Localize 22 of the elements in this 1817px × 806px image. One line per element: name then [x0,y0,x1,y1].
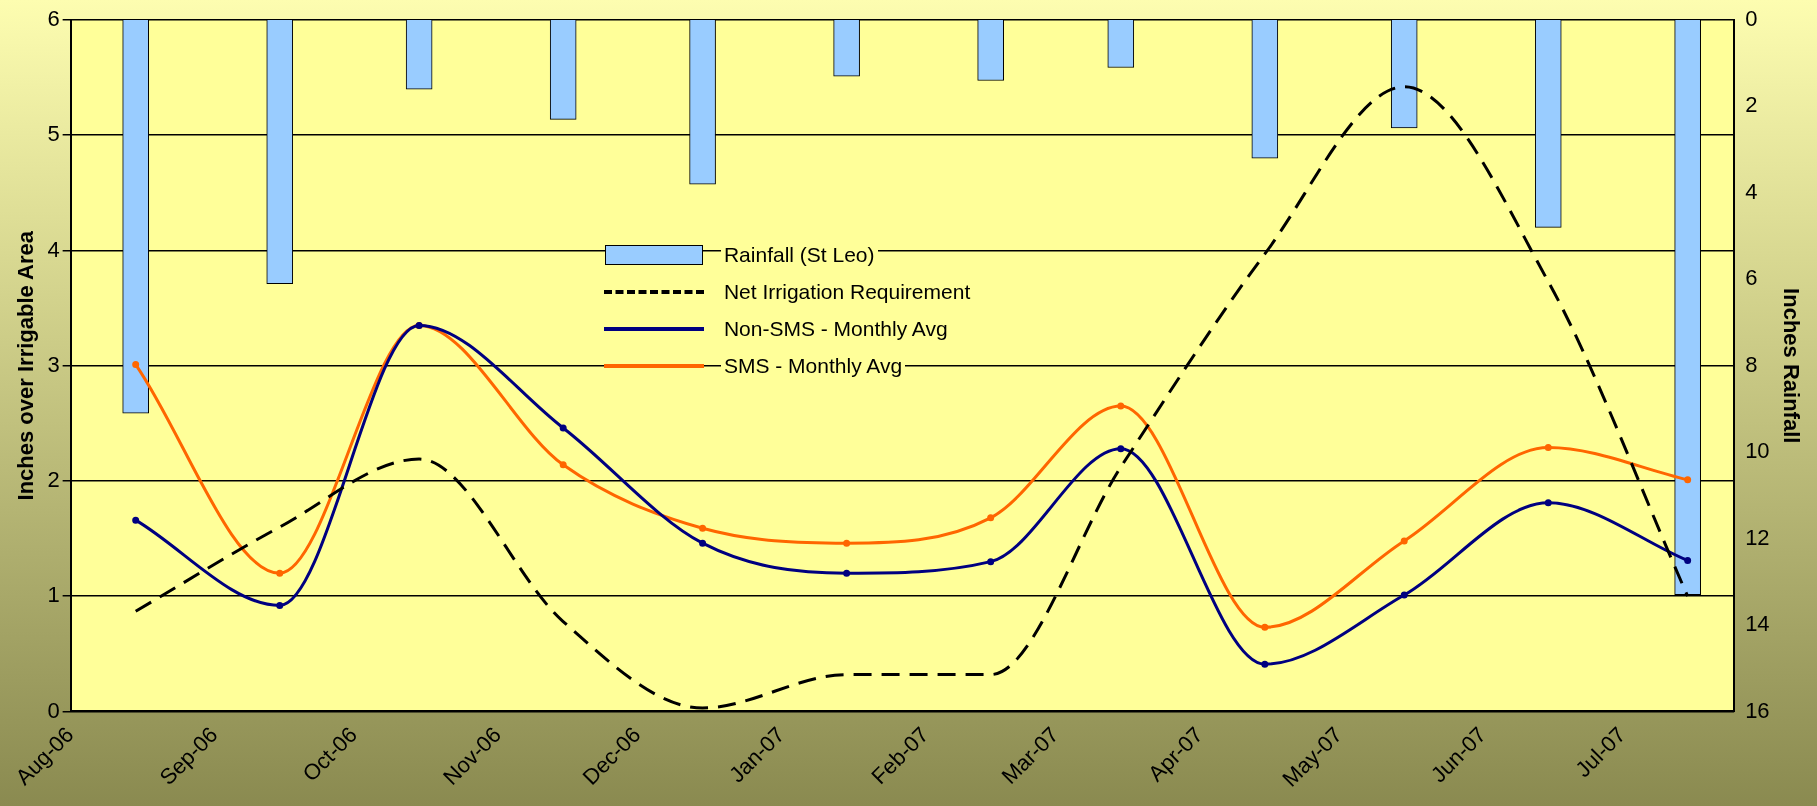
y2-tick-label: 10 [1745,438,1770,464]
y2-tick-label: 16 [1745,697,1770,723]
y-tick-label: 1 [47,582,60,608]
y2-tick-label: 0 [1745,6,1758,32]
legend-label: Rainfall (St Leo) [720,239,878,270]
y-tick-label: 3 [47,351,60,377]
y-tick-label: 0 [47,697,60,723]
y2-tick-label: 4 [1745,178,1758,204]
y-tick-label: 6 [47,6,60,32]
legend-label: Non-SMS - Monthly Avg [720,313,951,344]
y-tick-label: 2 [47,467,60,493]
y2-axis-title: Inches Rainfall [1778,288,1804,444]
legend-label: SMS - Monthly Avg [720,350,906,381]
y2-tick-label: 14 [1745,611,1770,637]
y2-tick-label: 6 [1745,265,1758,291]
y2-tick-label: 8 [1745,351,1758,377]
y2-tick-label: 12 [1745,524,1770,550]
y-tick-label: 5 [47,121,60,147]
y-axis-title: Inches over Irrigable Area [13,230,39,501]
y2-tick-label: 2 [1745,92,1758,118]
y-tick-label: 4 [47,236,60,262]
legend-label: Net Irrigation Requirement [720,276,974,307]
